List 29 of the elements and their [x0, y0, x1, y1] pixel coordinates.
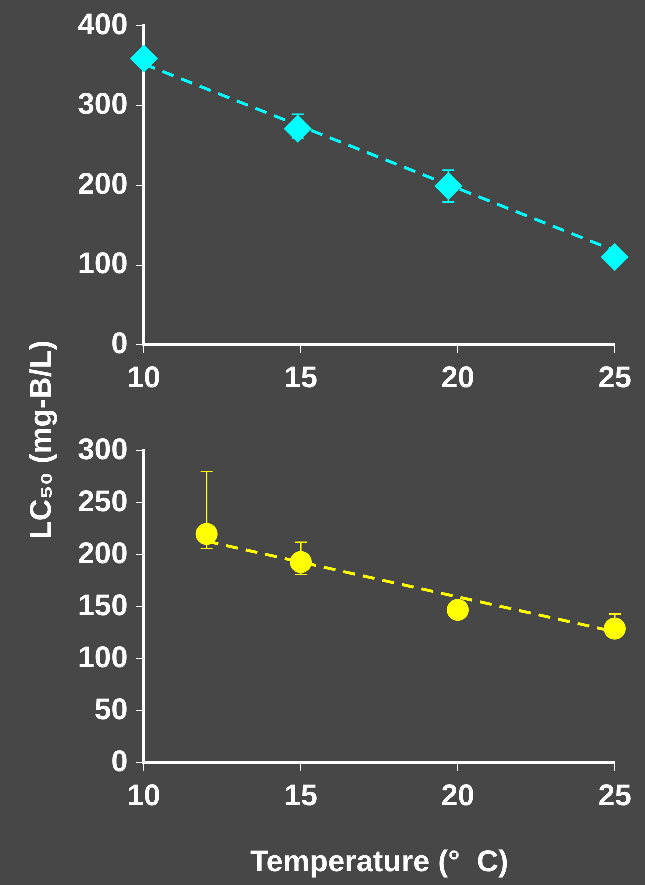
y-axis-title: LC₅₀ (mg-B/L) — [25, 340, 59, 540]
y-tick-label: 200 — [78, 537, 128, 570]
point — [601, 243, 629, 272]
x-tick-label: 15 — [284, 361, 318, 394]
y-tick-label: 200 — [78, 168, 128, 201]
x-tick-label: 20 — [441, 779, 475, 812]
y-tick-label: 50 — [94, 693, 128, 726]
x-tick-label: 10 — [127, 361, 161, 394]
x-tick-label: 25 — [598, 361, 632, 394]
point — [434, 172, 463, 200]
point — [196, 523, 218, 546]
y-tick-label: 100 — [78, 641, 128, 674]
x-axis-title: Temperature (° C) — [250, 845, 509, 878]
y-tick-label: 0 — [111, 327, 128, 360]
point — [130, 44, 158, 73]
point — [290, 551, 312, 574]
y-tick-label: 150 — [78, 589, 128, 622]
y-tick-label: 100 — [78, 248, 128, 281]
x-tick-label: 10 — [127, 779, 161, 812]
point — [604, 618, 626, 640]
x-tick-label: 25 — [598, 779, 632, 812]
y-tick-label: 0 — [111, 745, 128, 778]
y-tick-label: 400 — [78, 8, 128, 42]
y-tick-label: 300 — [78, 88, 128, 122]
x-tick-label: 20 — [441, 361, 475, 394]
x-tick-label: 15 — [284, 779, 318, 812]
point — [447, 599, 470, 622]
y-tick-label: 300 — [78, 433, 128, 466]
y-tick-label: 250 — [78, 485, 128, 518]
